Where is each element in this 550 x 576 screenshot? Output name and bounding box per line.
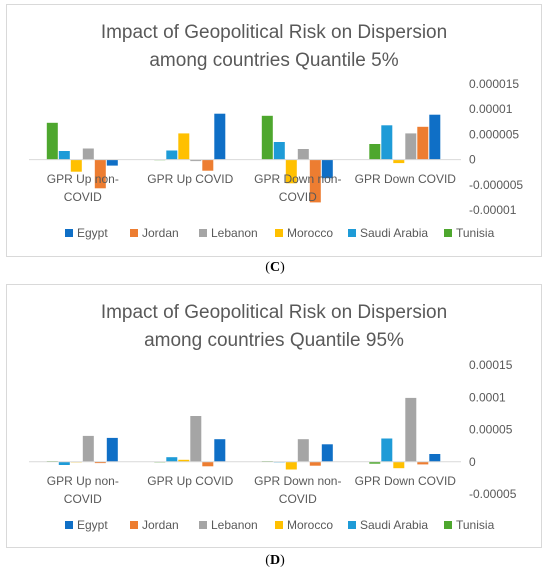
chart-d-svg: Impact of Geopolitical Risk on Dispersio… <box>29 302 517 532</box>
legend-swatch <box>348 229 356 237</box>
y-tick-label: 0.000005 <box>469 127 519 141</box>
bar-saudi-arabia <box>381 438 393 462</box>
bar-egypt <box>214 439 226 462</box>
y-tick-label: 0 <box>469 153 476 167</box>
bar-egypt <box>429 114 441 160</box>
bar-jordan <box>309 159 321 203</box>
category-label: GPR Down non- <box>254 172 341 186</box>
legend-label: Jordan <box>142 518 179 532</box>
bar-jordan <box>309 461 321 466</box>
bar-morocco <box>70 159 82 172</box>
legend-label: Lebanon <box>211 518 258 532</box>
legend-label: Lebanon <box>211 226 258 240</box>
bar-jordan <box>94 159 106 189</box>
legend-swatch <box>130 521 138 529</box>
category-label: COVID <box>64 492 102 506</box>
bar-egypt <box>321 159 333 179</box>
bar-lebanon <box>190 416 202 462</box>
legend-swatch <box>275 229 283 237</box>
legend-swatch <box>130 229 138 237</box>
legend-swatch <box>275 521 283 529</box>
category-label: GPR Down non- <box>254 474 341 488</box>
bar-saudi-arabia <box>58 151 70 160</box>
bar-saudi-arabia <box>273 142 285 160</box>
category-label: GPR Up non- <box>47 172 119 186</box>
bar-egypt <box>321 444 333 462</box>
legend-swatch <box>444 521 452 529</box>
bar-jordan <box>202 159 214 171</box>
bar-egypt <box>106 437 118 462</box>
legend-swatch <box>65 229 73 237</box>
bar-tunisia <box>261 115 273 160</box>
legend-label: Jordan <box>142 226 179 240</box>
chart-title-line: among countries Quantile 5% <box>149 50 398 71</box>
chart-title-line: among countries Quantile 95% <box>144 330 404 351</box>
bar-tunisia <box>369 144 381 160</box>
y-tick-label: 0 <box>469 455 476 469</box>
category-label: COVID <box>279 190 317 204</box>
chart-c-svg: Impact of Geopolitical Risk on Dispersio… <box>29 22 523 240</box>
bar-egypt <box>106 159 118 166</box>
legend-label: Egypt <box>77 226 108 240</box>
y-tick-label: 0.000015 <box>469 77 519 91</box>
legend-swatch <box>199 229 207 237</box>
category-label: GPR Down COVID <box>355 474 457 488</box>
y-tick-label: -0.00005 <box>469 487 517 501</box>
bar-egypt <box>429 454 441 462</box>
category-label: GPR Up COVID <box>147 474 233 488</box>
bar-morocco <box>178 133 190 160</box>
bar-lebanon <box>297 439 309 462</box>
legend-swatch <box>444 229 452 237</box>
bar-egypt <box>214 113 226 160</box>
legend-swatch <box>199 521 207 529</box>
chart-title-line: Impact of Geopolitical Risk on Dispersio… <box>101 302 447 323</box>
category-label: COVID <box>279 492 317 506</box>
bar-saudi-arabia <box>381 125 393 160</box>
bar-morocco <box>393 461 405 469</box>
bar-lebanon <box>405 133 417 160</box>
chart-panel-c: Impact of Geopolitical Risk on Dispersio… <box>6 4 542 257</box>
legend-label: Saudi Arabia <box>360 226 428 240</box>
y-tick-label: 0.00001 <box>469 102 513 116</box>
bar-saudi-arabia <box>58 461 70 465</box>
category-label: GPR Up non- <box>47 474 119 488</box>
bar-morocco <box>285 461 297 470</box>
legend-swatch <box>348 521 356 529</box>
bar-jordan <box>202 461 214 467</box>
bar-jordan <box>417 461 429 465</box>
legend-label: Saudi Arabia <box>360 518 428 532</box>
bar-lebanon <box>405 397 417 462</box>
figure-caption-d: (D) <box>265 553 285 568</box>
y-tick-label: -0.000005 <box>469 178 523 192</box>
legend-label: Morocco <box>287 226 333 240</box>
bar-tunisia <box>46 122 58 160</box>
legend-label: Tunisia <box>456 518 495 532</box>
y-tick-label: -0.00001 <box>469 203 517 217</box>
bar-morocco <box>285 159 297 184</box>
bar-lebanon <box>82 435 94 462</box>
category-label: GPR Down COVID <box>355 172 457 186</box>
category-label: COVID <box>64 190 102 204</box>
figure-caption-c: (C) <box>265 260 285 275</box>
bar-morocco <box>178 459 190 462</box>
y-tick-label: 0.0001 <box>469 390 506 404</box>
bar-tunisia <box>369 461 381 464</box>
bar-lebanon <box>82 148 94 160</box>
legend-label: Morocco <box>287 518 333 532</box>
legend-swatch <box>65 521 73 529</box>
bar-morocco <box>393 159 405 164</box>
bar-jordan <box>417 126 429 160</box>
bar-saudi-arabia <box>166 150 178 160</box>
y-tick-label: 0.00005 <box>469 423 513 437</box>
chart-panel-d: Impact of Geopolitical Risk on Dispersio… <box>6 284 542 548</box>
bar-lebanon <box>190 159 202 162</box>
y-tick-label: 0.00015 <box>469 358 513 372</box>
legend-label: Tunisia <box>456 226 495 240</box>
legend-label: Egypt <box>77 518 108 532</box>
category-label: GPR Up COVID <box>147 172 233 186</box>
bar-jordan <box>94 461 106 464</box>
chart-title-line: Impact of Geopolitical Risk on Dispersio… <box>101 22 447 43</box>
bar-lebanon <box>297 149 309 160</box>
bar-saudi-arabia <box>166 457 178 462</box>
